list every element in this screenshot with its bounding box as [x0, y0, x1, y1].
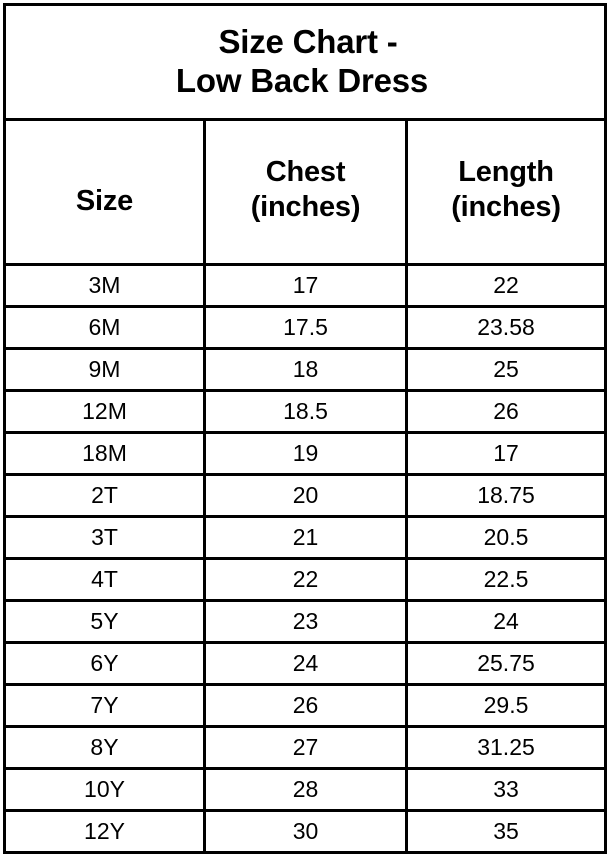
cell-length: 22	[404, 263, 608, 308]
cell-chest: 24	[203, 641, 408, 686]
column-header-chest-label: Chest (inches)	[250, 156, 361, 223]
cell-size: 7Y	[3, 683, 206, 728]
cell-size: 6Y	[3, 641, 206, 686]
cell-size: 18M	[3, 431, 206, 476]
cell-chest: 26	[203, 683, 408, 728]
table-row: 6M 17.5 23.58	[3, 305, 608, 350]
cell-length: 20.5	[404, 515, 608, 560]
cell-chest: 21	[203, 515, 408, 560]
cell-chest: 18.5	[203, 389, 408, 434]
size-chart-body: Size Chart - Low Back Dress Size Chest (…	[2, 3, 608, 854]
column-header-size: Size	[3, 118, 206, 266]
cell-length: 35	[404, 809, 608, 854]
table-row: 7Y 26 29.5	[3, 683, 608, 728]
cell-chest: 18	[203, 347, 408, 392]
cell-length: 22.5	[404, 557, 608, 602]
size-chart-container: Size Chart - Low Back Dress Size Chest (…	[2, 3, 608, 854]
title-row: Size Chart - Low Back Dress	[2, 3, 608, 121]
table-row: 3M 17 22	[3, 263, 608, 308]
cell-length: 26	[404, 389, 608, 434]
cell-size: 5Y	[3, 599, 206, 644]
header-row: Size Chest (inches) Length (inches)	[3, 118, 608, 266]
cell-chest: 23	[203, 599, 408, 644]
cell-chest: 17.5	[203, 305, 408, 350]
cell-size: 8Y	[3, 725, 206, 770]
cell-size: 12M	[3, 389, 206, 434]
cell-length: 25.75	[404, 641, 608, 686]
cell-chest: 28	[203, 767, 408, 812]
table-row: 12Y 30 35	[3, 809, 608, 854]
cell-size: 6M	[3, 305, 206, 350]
cell-chest: 17	[203, 263, 408, 308]
column-header-size-label: Size	[75, 184, 134, 217]
cell-length: 24	[404, 599, 608, 644]
cell-chest: 30	[203, 809, 408, 854]
table-row: 8Y 27 31.25	[3, 725, 608, 770]
cell-length: 23.58	[404, 305, 608, 350]
cell-length: 17	[404, 431, 608, 476]
cell-size: 9M	[3, 347, 206, 392]
cell-length: 33	[404, 767, 608, 812]
table-row: 5Y 23 24	[3, 599, 608, 644]
cell-size: 2T	[3, 473, 206, 518]
table-row: 18M 19 17	[3, 431, 608, 476]
table-row: 9M 18 25	[3, 347, 608, 392]
cell-size: 3T	[3, 515, 206, 560]
cell-length: 29.5	[404, 683, 608, 728]
table-row: 3T 21 20.5	[3, 515, 608, 560]
cell-size: 4T	[3, 557, 206, 602]
column-header-chest: Chest (inches)	[203, 118, 408, 266]
cell-chest: 20	[203, 473, 408, 518]
cell-length: 18.75	[404, 473, 608, 518]
table-row: 2T 20 18.75	[3, 473, 608, 518]
column-header-length-label: Length (inches)	[451, 156, 561, 223]
cell-chest: 19	[203, 431, 408, 476]
table-row: 10Y 28 33	[3, 767, 608, 812]
column-header-length: Length (inches)	[404, 118, 608, 266]
table-row: 4T 22 22.5	[3, 557, 608, 602]
cell-size: 3M	[3, 263, 206, 308]
size-chart-table: Size Chart - Low Back Dress Size Chest (…	[2, 3, 608, 854]
cell-size: 12Y	[3, 809, 206, 854]
cell-chest: 27	[203, 725, 408, 770]
cell-chest: 22	[203, 557, 408, 602]
cell-size: 10Y	[3, 767, 206, 812]
page-title: Size Chart - Low Back Dress	[175, 23, 429, 99]
chart-title-cell: Size Chart - Low Back Dress	[2, 3, 608, 121]
table-row: 12M 18.5 26	[3, 389, 608, 434]
table-row: 6Y 24 25.75	[3, 641, 608, 686]
cell-length: 31.25	[404, 725, 608, 770]
cell-length: 25	[404, 347, 608, 392]
